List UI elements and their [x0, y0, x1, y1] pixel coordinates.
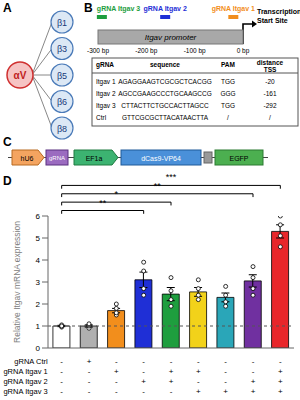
svg-text:-300 bp: -300 bp: [87, 47, 109, 55]
svg-text:-: -: [197, 357, 200, 366]
svg-text:-100 bp: -100 bp: [184, 47, 206, 55]
svg-text:gRNA Itgav 3: gRNA Itgav 3: [97, 5, 140, 13]
svg-text:0: 0: [36, 344, 41, 353]
svg-text:β6: β6: [57, 97, 67, 107]
svg-text:-: -: [224, 357, 227, 366]
svg-text:GGG: GGG: [220, 90, 235, 97]
svg-text:AGCCGAAGCCCTGCAAGCCG: AGCCGAAGCCCTGCAAGCCG: [118, 90, 212, 97]
svg-text:CTTACTTCTGCCACTTAGCC: CTTACTTCTGCCACTTAGCC: [121, 102, 209, 109]
svg-text:-: -: [60, 357, 63, 366]
svg-text:+: +: [278, 377, 283, 386]
svg-text:+: +: [169, 367, 174, 376]
svg-text:2: 2: [36, 300, 41, 309]
svg-text:β1: β1: [57, 18, 67, 28]
svg-text:gRNA Itgav 1: gRNA Itgav 1: [8, 367, 48, 376]
svg-text:Ctrl: Ctrl: [96, 114, 107, 121]
svg-text:A: A: [8, 1, 12, 15]
svg-text:+: +: [169, 377, 174, 386]
svg-text:**: **: [154, 181, 162, 191]
svg-text:+: +: [251, 377, 256, 386]
svg-text:gRNA Itgav 1: gRNA Itgav 1: [212, 5, 255, 13]
svg-text:αV: αV: [14, 70, 27, 81]
svg-text:***: ***: [166, 172, 177, 182]
svg-text:-: -: [197, 377, 200, 386]
svg-text:-200 bp: -200 bp: [135, 47, 157, 55]
svg-text:3: 3: [36, 278, 41, 287]
svg-text:-: -: [142, 367, 145, 376]
svg-text:Itgav 2: Itgav 2: [96, 90, 116, 98]
svg-text:dCas9-VP64: dCas9-VP64: [141, 155, 181, 162]
svg-text:0 bp: 0 bp: [237, 47, 250, 55]
svg-text:-: -: [224, 367, 227, 376]
svg-text:distance: distance: [257, 59, 284, 66]
svg-text:-: -: [115, 357, 118, 366]
svg-text:-: -: [60, 367, 63, 376]
svg-text:6: 6: [36, 212, 41, 221]
svg-text:β3: β3: [57, 44, 67, 54]
svg-text:gRNA: gRNA: [49, 155, 65, 161]
svg-text:-: -: [88, 387, 91, 396]
svg-text:+: +: [114, 367, 119, 376]
svg-text:-: -: [170, 357, 173, 366]
svg-text:Transcription: Transcription: [257, 8, 292, 16]
svg-text:+: +: [223, 387, 228, 396]
svg-text:-: -: [60, 377, 63, 386]
svg-text:-: -: [170, 387, 173, 396]
svg-text:-: -: [224, 377, 227, 386]
svg-text:-161: -161: [263, 90, 276, 97]
html-text:D: D: [3, 174, 12, 188]
svg-text:+: +: [196, 387, 201, 396]
svg-text:+: +: [87, 357, 92, 366]
svg-text:-: -: [60, 387, 63, 396]
svg-text:-: -: [252, 357, 255, 366]
svg-text:-: -: [115, 387, 118, 396]
svg-text:hU6: hU6: [21, 155, 34, 162]
svg-text:*: *: [115, 189, 119, 199]
svg-text:β8: β8: [57, 124, 67, 134]
svg-text:AGAGGAAGTCGCGCTCACGG: AGAGGAAGTCGCGCTCACGG: [118, 78, 212, 85]
svg-text:+: +: [141, 377, 146, 386]
svg-text:Itgav promoter: Itgav promoter: [145, 33, 197, 42]
svg-text:1: 1: [36, 322, 41, 331]
svg-text:-: -: [142, 357, 145, 366]
svg-text:sequence: sequence: [150, 61, 180, 69]
svg-text:PAM: PAM: [221, 61, 235, 68]
svg-text:Itgav 3: Itgav 3: [96, 102, 116, 110]
svg-text:+: +: [196, 367, 201, 376]
svg-text:**: **: [99, 198, 107, 208]
svg-text:-: -: [115, 377, 118, 386]
svg-text:5: 5: [36, 234, 41, 243]
svg-text:+: +: [278, 367, 283, 376]
svg-text:Relative Itgav mRNA expression: Relative Itgav mRNA expression: [12, 221, 22, 343]
svg-text:+: +: [251, 387, 256, 396]
svg-text:Start Site: Start Site: [257, 17, 288, 24]
svg-text:TGG: TGG: [221, 78, 235, 85]
svg-text:-: -: [88, 377, 91, 386]
svg-text:gRNA Itgav 2: gRNA Itgav 2: [8, 377, 48, 386]
svg-text:TGG: TGG: [221, 102, 235, 109]
svg-text:gRNA Itgav 3: gRNA Itgav 3: [8, 387, 48, 396]
svg-text:gRNA Itgav 2: gRNA Itgav 2: [144, 5, 187, 13]
svg-text:/: /: [227, 114, 229, 121]
svg-text:TSS: TSS: [264, 66, 277, 73]
svg-text:EF1a: EF1a: [86, 155, 103, 162]
svg-text:Itgav 1: Itgav 1: [96, 78, 116, 86]
svg-text:EGFP: EGFP: [229, 155, 248, 162]
svg-text:-292: -292: [263, 102, 276, 109]
svg-text:GTTCGCGCTTACATAACTTA: GTTCGCGCTTACATAACTTA: [122, 114, 209, 121]
svg-text:B: B: [84, 1, 93, 15]
svg-text:β5: β5: [57, 71, 67, 81]
svg-text:-: -: [88, 367, 91, 376]
svg-text:-20: -20: [265, 78, 275, 85]
svg-text:-: -: [142, 387, 145, 396]
svg-text:+: +: [278, 387, 283, 396]
svg-text:gRNA Ctrl: gRNA Ctrl: [14, 357, 48, 366]
svg-text:-: -: [252, 367, 255, 376]
svg-text:gRNA: gRNA: [96, 61, 114, 69]
svg-text:-: -: [279, 357, 282, 366]
svg-text:/: /: [269, 114, 271, 121]
svg-text:C: C: [8, 135, 12, 149]
svg-text:4: 4: [36, 256, 41, 265]
